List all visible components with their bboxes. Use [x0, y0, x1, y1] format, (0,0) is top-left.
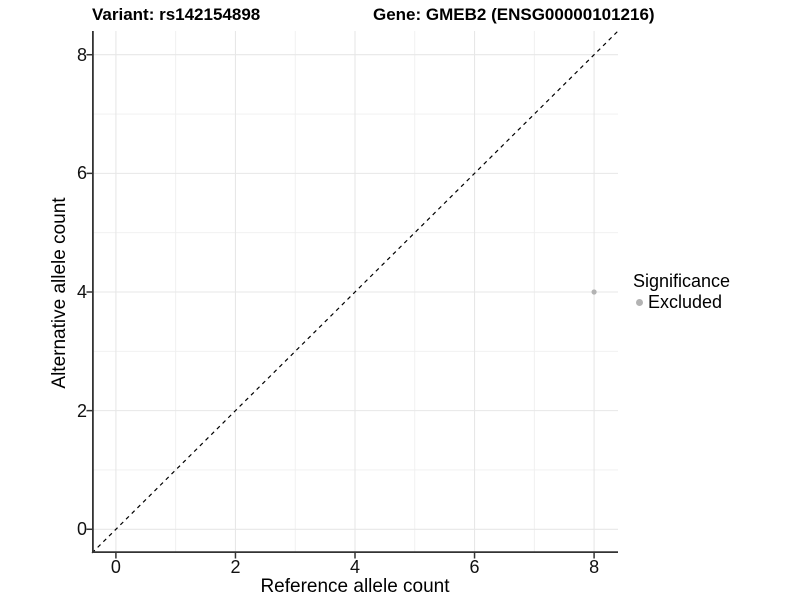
legend-key [633, 296, 646, 309]
legend-item-excluded: Excluded [630, 292, 780, 313]
x-tick-label: 4 [349, 557, 360, 577]
x-tick-label: 8 [589, 557, 600, 577]
y-tick-label: 6 [76, 163, 87, 184]
identity-reference-line [91, 30, 619, 554]
x-tick-label: 2 [230, 557, 241, 577]
data-point [591, 289, 597, 295]
y-tick-label: 4 [76, 282, 87, 302]
x-tick-label: 0 [110, 557, 121, 577]
legend: Significance Excluded [630, 271, 780, 313]
excluded-point-icon [636, 299, 643, 306]
legend-item-label: Excluded [648, 292, 723, 312]
chart-panel [86, 30, 619, 559]
y-tick-label: 0 [76, 519, 87, 540]
x-tick-label: 6 [469, 557, 480, 577]
x-axis-title: Reference allele count [260, 576, 450, 597]
y-tick-label: 2 [76, 400, 87, 421]
plot-title-gene: Gene: GMEB2 (ENSG00000101216) [373, 5, 655, 24]
plot-title-variant: Variant: rs142154898 [92, 5, 261, 24]
legend-title: Significance [633, 271, 731, 291]
y-tick-label: 8 [76, 44, 87, 65]
scatter-plot-canvas [86, 30, 619, 559]
